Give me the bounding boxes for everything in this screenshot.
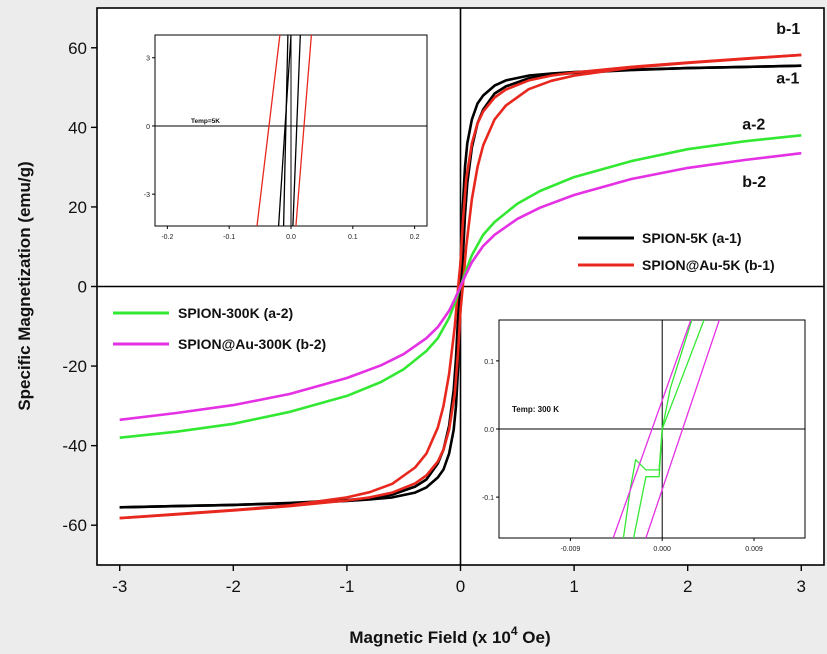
x-tick-label: 0 xyxy=(456,577,465,596)
inset-x-tick-label: 0.0 xyxy=(286,234,296,241)
x-tick-label: -3 xyxy=(112,577,127,596)
y-tick-label: -20 xyxy=(62,357,87,376)
legend-label: SPION-300K (a-2) xyxy=(178,305,293,321)
inset-x-tick-label: 0.000 xyxy=(653,546,671,553)
y-tick-label: -40 xyxy=(62,437,87,456)
loop-branch xyxy=(119,53,802,520)
legend-entry: SPION-300K (a-2) xyxy=(113,305,293,321)
legend: SPION-5K (a-1) SPION@Au-5K (b-1) SPION-300… xyxy=(113,230,775,352)
x-tick-label: 1 xyxy=(569,577,578,596)
y-tick-label: 60 xyxy=(68,39,87,58)
x-tick-label: 2 xyxy=(683,577,692,596)
inset-curve xyxy=(295,35,313,226)
inset-y-tick-label: 0 xyxy=(146,124,150,131)
inset-curve xyxy=(256,35,281,226)
inset-300k: -0.009 0.000 0.009 -0.1 0.0 0.1 Temp: 300 K xyxy=(482,319,806,553)
main-plot: -3 -2 -1 0 1 2 3 -60 -40 -20 0 20 40 60 b-1 a-1 a-2 b-2 xyxy=(62,8,824,596)
y-tick-label: 0 xyxy=(78,278,87,297)
curve-label: a-1 xyxy=(776,71,799,88)
inset-curve xyxy=(645,320,720,538)
x-tick-label: -2 xyxy=(226,577,241,596)
curve-label: b-2 xyxy=(742,174,766,191)
inset-curves xyxy=(155,35,427,226)
inset-annotation: Temp: 300 K xyxy=(512,405,559,414)
legend-entry: SPION@Au-300K (b-2) xyxy=(113,336,326,352)
inset-curves xyxy=(499,320,805,538)
legend-label: SPION@Au-300K (b-2) xyxy=(178,336,326,352)
inset-annotation: Temp=5K xyxy=(191,118,220,125)
inset-x-tick-label: -0.1 xyxy=(223,234,235,241)
loop-branch xyxy=(119,53,802,520)
inset-curve xyxy=(282,35,289,226)
inset-y-tick-label: 3 xyxy=(146,56,150,63)
inset-x-tick-label: 0.2 xyxy=(410,234,420,241)
curve-label: b-1 xyxy=(776,21,800,38)
y-tick-label: -60 xyxy=(62,516,87,535)
series-b-1 xyxy=(119,53,802,520)
inset-y-tick-label: 0.1 xyxy=(484,359,494,366)
legend-entry: SPION@Au-5K (b-1) xyxy=(578,257,775,273)
series-b-2 xyxy=(119,151,802,422)
curve-label: a-2 xyxy=(742,116,765,133)
legend-entry: SPION-5K (a-1) xyxy=(578,230,742,246)
inset-y-tick-label: 0.0 xyxy=(484,427,494,434)
x-axis-label: Magnetic Field (x 104 Oe) xyxy=(349,624,550,647)
inset-x-tick-label: 0.1 xyxy=(348,234,358,241)
x-tick-label: -1 xyxy=(339,577,354,596)
y-tick-label: 40 xyxy=(68,118,87,137)
inset-5k: -0.2 -0.1 0.0 0.1 0.2 -3 0 3 Temp=5K xyxy=(144,34,428,241)
inset-x-tick-label: 0.009 xyxy=(745,546,763,553)
y-axis-label: Specific Magnetization (emu/g) xyxy=(15,161,34,410)
curve xyxy=(119,151,802,422)
inset-x-tick-label: -0.009 xyxy=(560,546,580,553)
inset-curve xyxy=(292,35,301,226)
y-tick-label: 20 xyxy=(68,198,87,217)
inset-y-tick-label: -0.1 xyxy=(482,495,494,502)
inset-curve xyxy=(612,320,692,538)
inset-x-tick-label: -0.2 xyxy=(161,234,173,241)
inset-curve xyxy=(622,320,693,538)
inset-curve xyxy=(277,35,292,226)
inset-y-tick-label: -3 xyxy=(144,192,150,199)
x-tick-label: 3 xyxy=(797,577,806,596)
legend-label: SPION-5K (a-1) xyxy=(642,230,742,246)
legend-label: SPION@Au-5K (b-1) xyxy=(642,257,775,273)
